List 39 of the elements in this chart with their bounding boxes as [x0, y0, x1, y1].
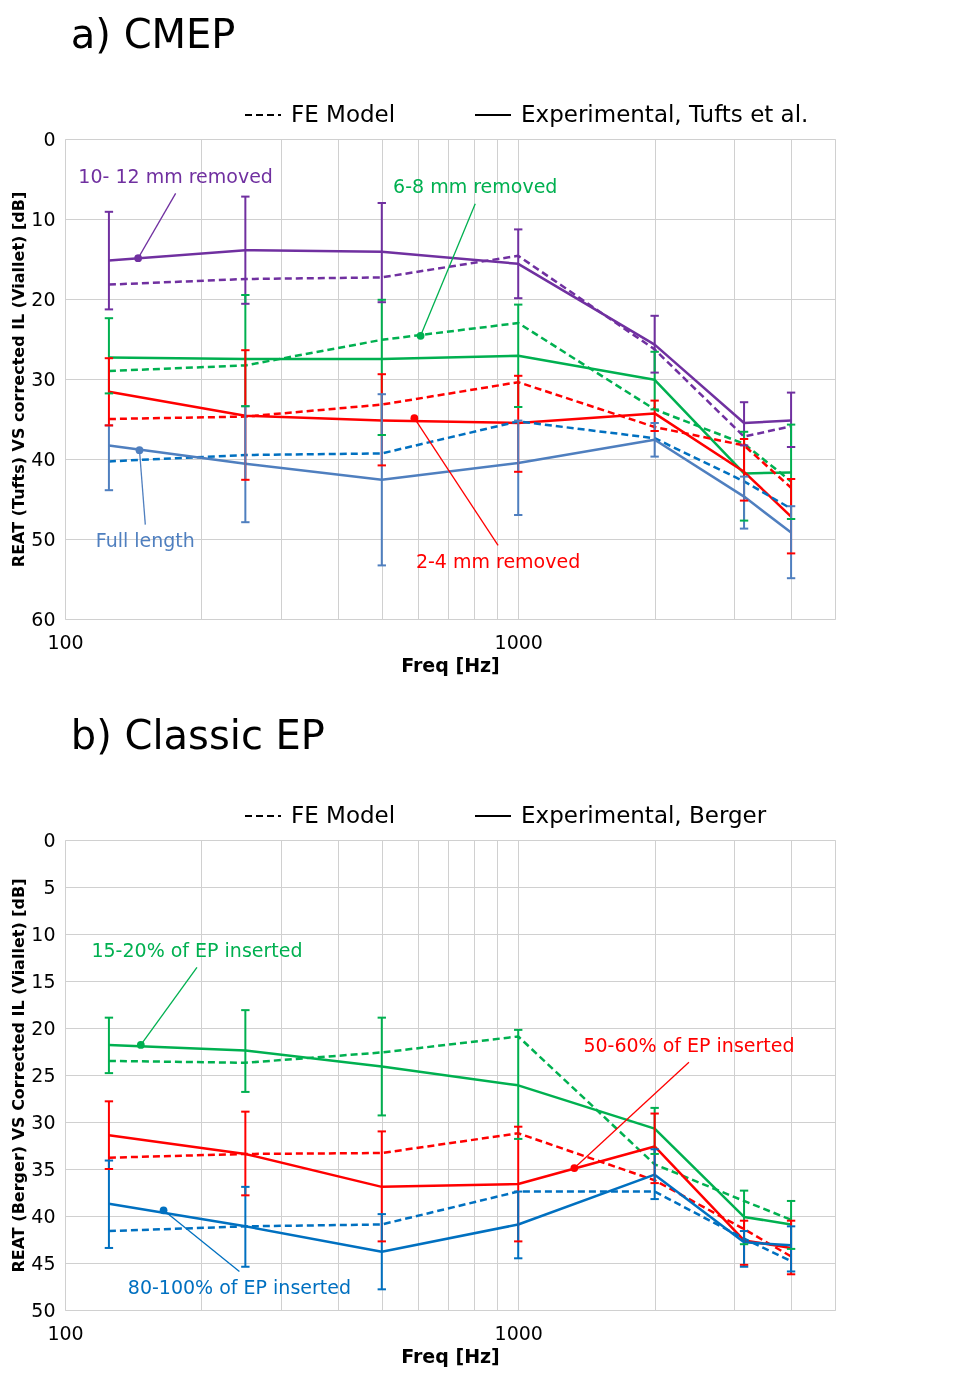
text: FE Model — [291, 802, 396, 828]
y-tick-label: 10 — [31, 207, 56, 230]
y-tick-label: 30 — [31, 367, 56, 390]
annotation: Full length — [95, 529, 195, 552]
text: FE Model — [291, 101, 396, 127]
y-tick-label: 10 — [31, 922, 56, 945]
x-tick-label: 100 — [47, 630, 84, 653]
text: Experimental, Berger — [521, 802, 767, 828]
y-tick-label: 0 — [43, 828, 56, 851]
y-tick-label: 45 — [31, 1251, 56, 1274]
annotation: 10- 12 mm removed — [78, 164, 273, 187]
y-tick-label: 5 — [43, 875, 56, 898]
chart-title: b) Classic EP — [70, 712, 325, 758]
x-tick-label: 1000 — [494, 1321, 543, 1344]
annotation: 50-60% of EP inserted — [583, 1033, 795, 1056]
x-axis-title: Freq [Hz] — [401, 653, 500, 676]
y-tick-label: 0 — [43, 127, 56, 150]
y-tick-label: 20 — [31, 287, 56, 310]
chart-title: a) CMEP — [70, 11, 236, 57]
x-axis-title: Freq [Hz] — [401, 1344, 500, 1367]
x-tick-label: 1000 — [494, 630, 543, 653]
y-tick-label: 25 — [31, 1063, 56, 1086]
annotation: 6-8 mm removed — [393, 175, 558, 197]
y-tick-label: 50 — [31, 1298, 56, 1321]
annotation: 15-20% of EP inserted — [91, 938, 303, 961]
y-axis-title: REAT (Tufts) VS corrected IL (Viallet) [dB] — [9, 191, 29, 568]
y-tick-label: 15 — [31, 969, 56, 992]
x-tick-label: 100 — [47, 1321, 84, 1344]
annotation: 2-4 mm removed — [415, 550, 581, 573]
annotation: 80-100% of EP inserted — [127, 1275, 351, 1298]
y-tick-label: 20 — [31, 1016, 56, 1039]
y-tick-label: 50 — [31, 527, 56, 550]
y-tick-label: 40 — [31, 447, 56, 470]
y-tick-label: 35 — [31, 1157, 56, 1180]
y-axis-title: REAT (Berger) VS Corrected IL (Viallet) [dB] — [9, 878, 29, 1273]
text: Experimental, Tufts et al. — [521, 101, 809, 127]
y-tick-label: 30 — [31, 1110, 56, 1133]
y-tick-label: 60 — [31, 607, 56, 630]
y-tick-label: 40 — [31, 1204, 56, 1227]
